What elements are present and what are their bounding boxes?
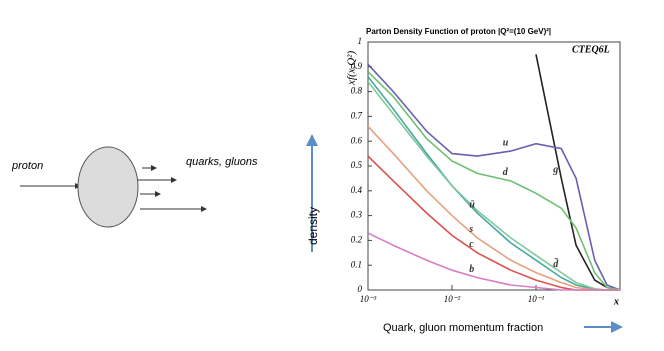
y-tick-label: 0.8	[351, 86, 363, 96]
y-tick-label: 0.2	[351, 234, 363, 244]
y-axis-label: xf(x,Q²)	[346, 51, 358, 86]
curve-label: b	[469, 264, 474, 275]
proton-label: proton	[11, 160, 43, 172]
chart-title: Parton Density Function of proton |Q²=(1…	[366, 27, 551, 36]
curve	[368, 63, 620, 291]
x-tick-label: 10⁻²	[444, 294, 461, 304]
x-tick-label: 10⁻¹	[528, 294, 545, 304]
curve	[535, 54, 620, 291]
curve-label: g	[552, 165, 558, 176]
plot-frame	[367, 41, 621, 291]
curve-label: ū	[469, 199, 475, 210]
chart: Parton Density Function of proton |Q²=(1…	[346, 27, 621, 307]
y-tick-label: 0	[358, 284, 363, 294]
y-tick-label: 1	[358, 36, 363, 46]
curve	[368, 71, 620, 291]
curve-label: d̄	[553, 258, 559, 270]
fraction-label: Quark, gluon momentum fraction	[383, 322, 543, 334]
curves	[368, 54, 620, 291]
density-label: density	[306, 207, 320, 245]
y-tick-label: 0.4	[351, 185, 363, 195]
y-tick-label: 0.9	[351, 61, 363, 71]
x-axis-label: x	[613, 296, 619, 307]
annotation: CTEQ6L	[572, 44, 610, 55]
y-tick-label: 0.7	[351, 110, 363, 120]
x-tick-label: 10⁻³	[360, 294, 377, 304]
curve-label: s	[468, 224, 473, 235]
y-tick-label: 0.5	[351, 160, 363, 170]
y-tick-label: 0.1	[351, 259, 362, 269]
y-tick-label: 0.6	[351, 135, 363, 145]
proton-shape	[77, 146, 139, 228]
partons-label: quarks, gluons	[186, 156, 258, 168]
curve-label: d	[503, 167, 509, 178]
proton-diagram: proton quarks, gluons	[11, 146, 258, 228]
curve	[368, 232, 620, 291]
y-tick-label: 0.3	[351, 210, 363, 220]
curve-label: u	[503, 137, 509, 148]
curve	[368, 155, 620, 291]
curve	[368, 81, 620, 291]
curve-label: c	[469, 239, 474, 250]
